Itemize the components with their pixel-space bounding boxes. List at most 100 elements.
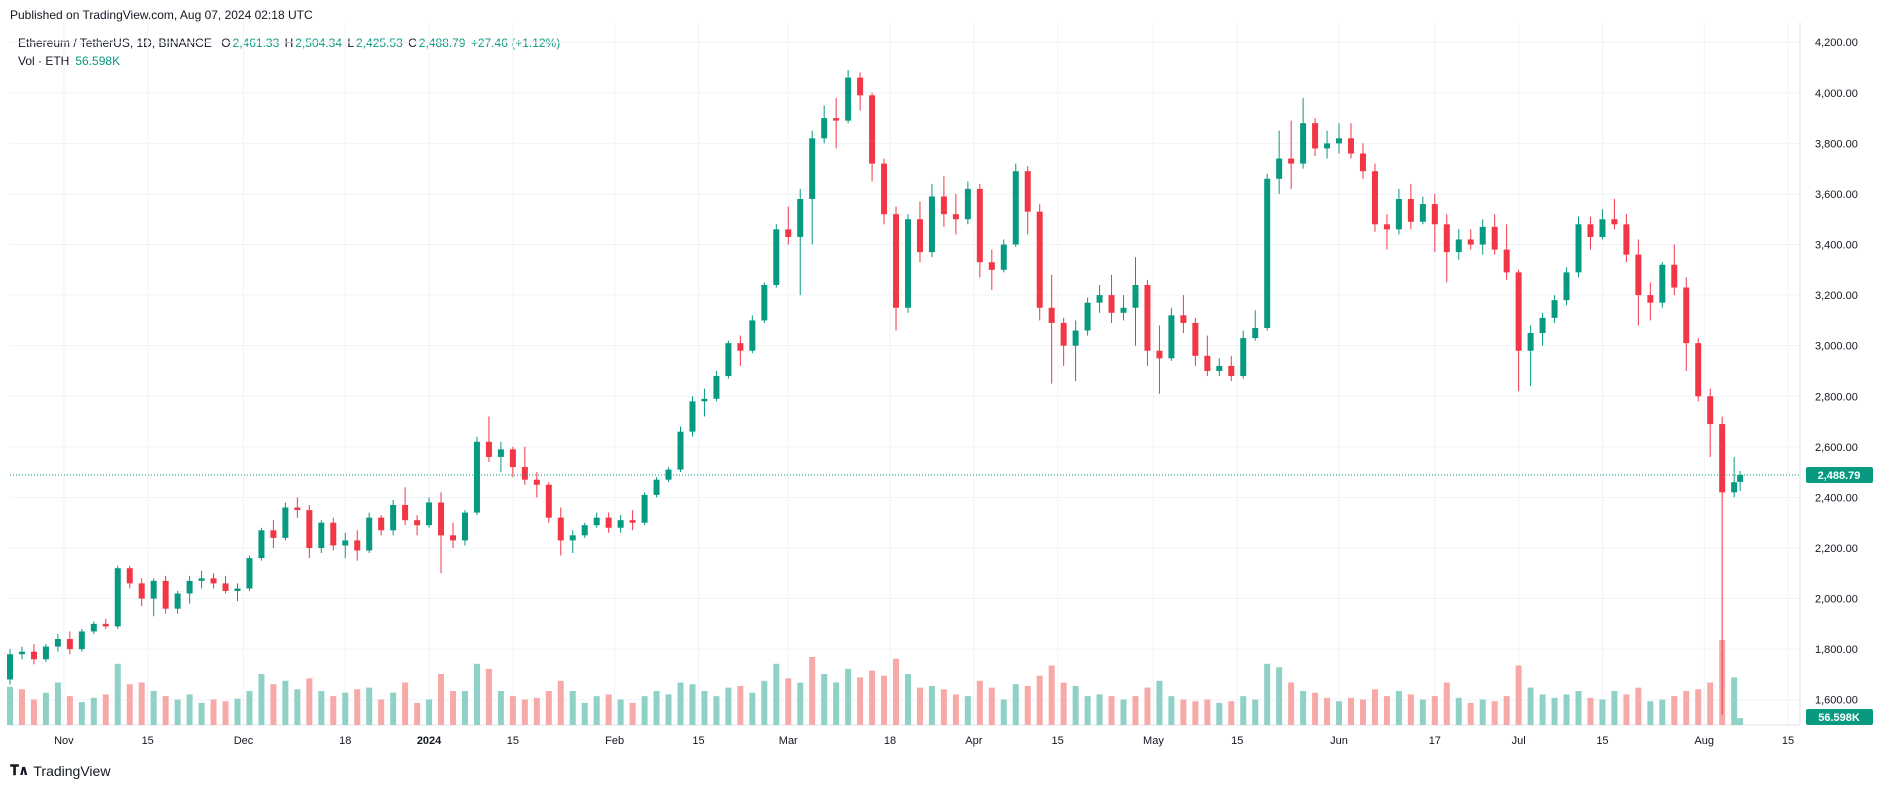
x-tick-label: 18 bbox=[339, 735, 351, 747]
candle-body bbox=[689, 401, 696, 432]
volume-bar bbox=[1072, 685, 1079, 725]
volume-bar bbox=[1707, 682, 1714, 725]
candle-body bbox=[186, 580, 193, 594]
last-volume-label: 56.598K bbox=[1818, 712, 1860, 724]
volume-bar bbox=[1144, 687, 1151, 725]
candle-body bbox=[1359, 153, 1366, 172]
candle-body bbox=[258, 530, 265, 559]
candle-body bbox=[330, 522, 337, 546]
candle-body bbox=[1096, 295, 1103, 303]
volume-bar bbox=[749, 692, 756, 725]
x-tick-label: Dec bbox=[234, 735, 254, 747]
volume-bar bbox=[485, 668, 492, 725]
candle-body bbox=[593, 517, 600, 526]
candle-body bbox=[473, 441, 480, 513]
volume-bar bbox=[390, 692, 397, 725]
candle-body bbox=[1647, 295, 1654, 303]
legend-low: 2,425.53 bbox=[356, 36, 403, 50]
volume-bar bbox=[90, 697, 97, 725]
volume-bar bbox=[952, 694, 959, 725]
legend-row-volume: Vol · ETH 56.598K bbox=[18, 52, 562, 70]
volume-bar bbox=[545, 691, 552, 725]
candle-body bbox=[1264, 178, 1271, 328]
volume-bar bbox=[198, 702, 205, 725]
candle-body bbox=[521, 467, 528, 480]
published-caption: Published on TradingView.com, Aug 07, 20… bbox=[10, 8, 313, 22]
candle-body bbox=[1156, 350, 1163, 359]
x-tick-label: Jun bbox=[1330, 735, 1348, 747]
volume-bar bbox=[1324, 697, 1331, 725]
volume-bar bbox=[1156, 680, 1163, 725]
volume-bar bbox=[1300, 691, 1307, 725]
candle-body bbox=[1000, 244, 1007, 270]
legend-open-label: O bbox=[221, 36, 231, 50]
volume-bar bbox=[1599, 699, 1606, 725]
candle-body bbox=[1132, 284, 1139, 308]
volume-bar bbox=[258, 674, 265, 725]
candle-body bbox=[402, 504, 409, 521]
candle-body bbox=[1587, 224, 1594, 237]
volume-bar bbox=[1611, 691, 1618, 725]
candle-body bbox=[1737, 474, 1744, 482]
volume-bar bbox=[581, 702, 588, 725]
candle-body bbox=[1575, 224, 1582, 273]
candle-body bbox=[7, 654, 13, 680]
candle-body bbox=[54, 639, 61, 647]
volume-bar bbox=[1120, 699, 1127, 725]
candle-body bbox=[114, 568, 121, 627]
volume-bar bbox=[1671, 696, 1678, 725]
volume-bar bbox=[402, 682, 409, 725]
candle-body bbox=[1455, 239, 1462, 253]
volume-bar bbox=[246, 691, 253, 725]
candle-body bbox=[509, 449, 516, 468]
x-tick-label: 2024 bbox=[417, 735, 442, 747]
x-tick-label: 15 bbox=[142, 735, 154, 747]
candle-body bbox=[1072, 330, 1079, 346]
volume-bar bbox=[833, 682, 840, 725]
y-tick-label: 3,400.00 bbox=[1815, 240, 1858, 252]
candle-body bbox=[809, 138, 816, 200]
x-tick-label: Jul bbox=[1512, 735, 1526, 747]
volume-bar bbox=[461, 691, 468, 725]
volume-bar bbox=[378, 699, 385, 725]
candle-body bbox=[282, 507, 289, 538]
candle-body bbox=[940, 196, 947, 215]
legend-row-price: Ethereum / TetherUS, 1D, BINANCE O 2,461.… bbox=[18, 34, 562, 52]
candle-body bbox=[234, 588, 241, 591]
volume-bar bbox=[1228, 701, 1235, 725]
volume-bar bbox=[1575, 691, 1582, 725]
volume-bar bbox=[1336, 701, 1343, 725]
candle-body bbox=[485, 441, 492, 457]
volume-bar bbox=[126, 684, 133, 725]
candle-body bbox=[198, 578, 205, 581]
volume-bar bbox=[18, 689, 25, 725]
candle-body bbox=[749, 320, 756, 351]
volume-bar bbox=[701, 691, 708, 725]
candle-body bbox=[1707, 396, 1714, 425]
candle-body bbox=[1060, 322, 1067, 346]
candle-body bbox=[964, 188, 971, 220]
volume-bar bbox=[426, 699, 433, 725]
volume-bar bbox=[737, 685, 744, 725]
candle-body bbox=[1180, 315, 1187, 323]
candle-body bbox=[1144, 284, 1151, 351]
y-tick-label: 1,600.00 bbox=[1815, 695, 1858, 707]
candle-body bbox=[916, 219, 923, 253]
volume-bar bbox=[1407, 694, 1414, 725]
candle-body bbox=[174, 593, 181, 609]
brand-label: TradingView bbox=[33, 762, 111, 779]
legend-volume: 56.598K bbox=[75, 54, 121, 68]
volume-bar bbox=[66, 696, 73, 725]
candle-body bbox=[306, 510, 313, 548]
volume-bar bbox=[940, 689, 947, 725]
legend-close-label: C bbox=[408, 36, 417, 50]
candle-body bbox=[881, 163, 888, 215]
volume-bar bbox=[641, 696, 648, 725]
x-tick-label: Aug bbox=[1694, 735, 1714, 747]
candle-body bbox=[1407, 199, 1414, 222]
volume-bar bbox=[521, 699, 528, 725]
volume-bar bbox=[1683, 691, 1690, 725]
x-tick-label: 18 bbox=[884, 735, 896, 747]
volume-bar bbox=[497, 691, 504, 725]
